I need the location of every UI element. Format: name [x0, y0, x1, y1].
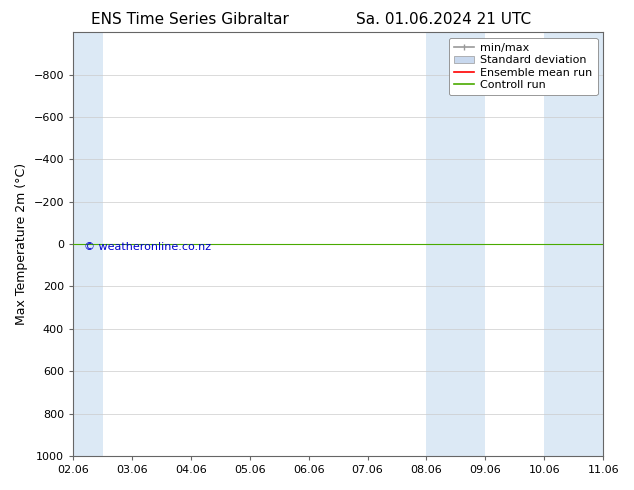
Text: Sa. 01.06.2024 21 UTC: Sa. 01.06.2024 21 UTC	[356, 12, 531, 27]
Text: © weatheronline.co.nz: © weatheronline.co.nz	[84, 242, 211, 252]
Text: ENS Time Series Gibraltar: ENS Time Series Gibraltar	[91, 12, 289, 27]
Bar	[73, 32, 103, 456]
Y-axis label: Max Temperature 2m (°C): Max Temperature 2m (°C)	[15, 163, 28, 325]
Bar	[544, 32, 603, 456]
Legend: min/max, Standard deviation, Ensemble mean run, Controll run: min/max, Standard deviation, Ensemble me…	[449, 38, 598, 96]
Bar	[427, 32, 486, 456]
